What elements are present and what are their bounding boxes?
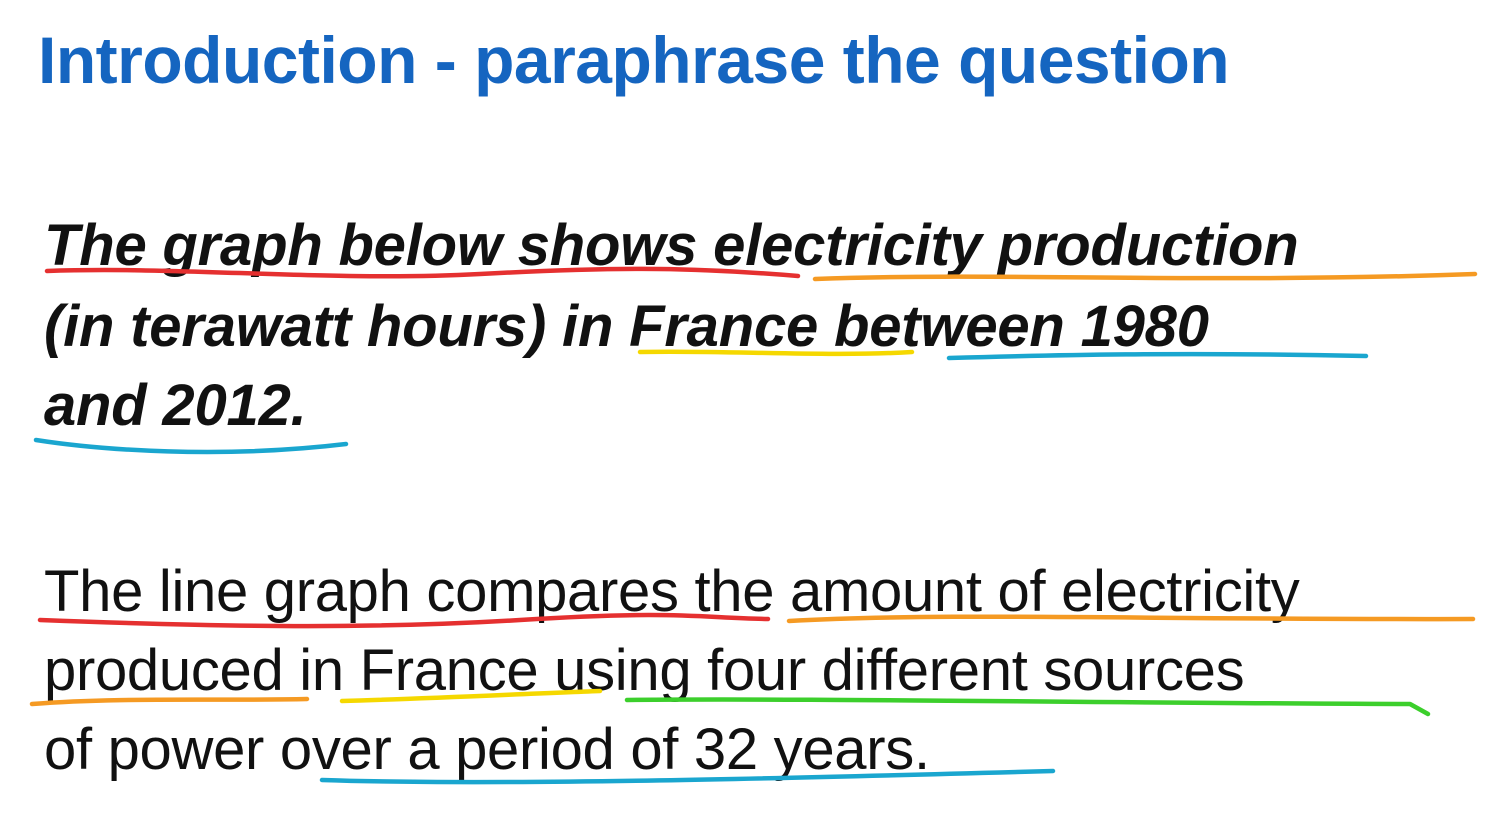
underline-blue-q2 bbox=[33, 437, 349, 455]
answer-line-3: of power over a period of 32 years. bbox=[44, 717, 930, 782]
question-line-2: (in terawatt hours) in France between 19… bbox=[44, 294, 1209, 359]
answer-line-2: produced in France using four different … bbox=[44, 638, 1245, 703]
answer-line-1: The line graph compares the amount of el… bbox=[44, 559, 1300, 624]
question-line-1: The graph below shows electricity produc… bbox=[44, 213, 1299, 278]
page-title: Introduction - paraphrase the question bbox=[38, 23, 1230, 97]
question-line-3: and 2012. bbox=[44, 373, 307, 438]
